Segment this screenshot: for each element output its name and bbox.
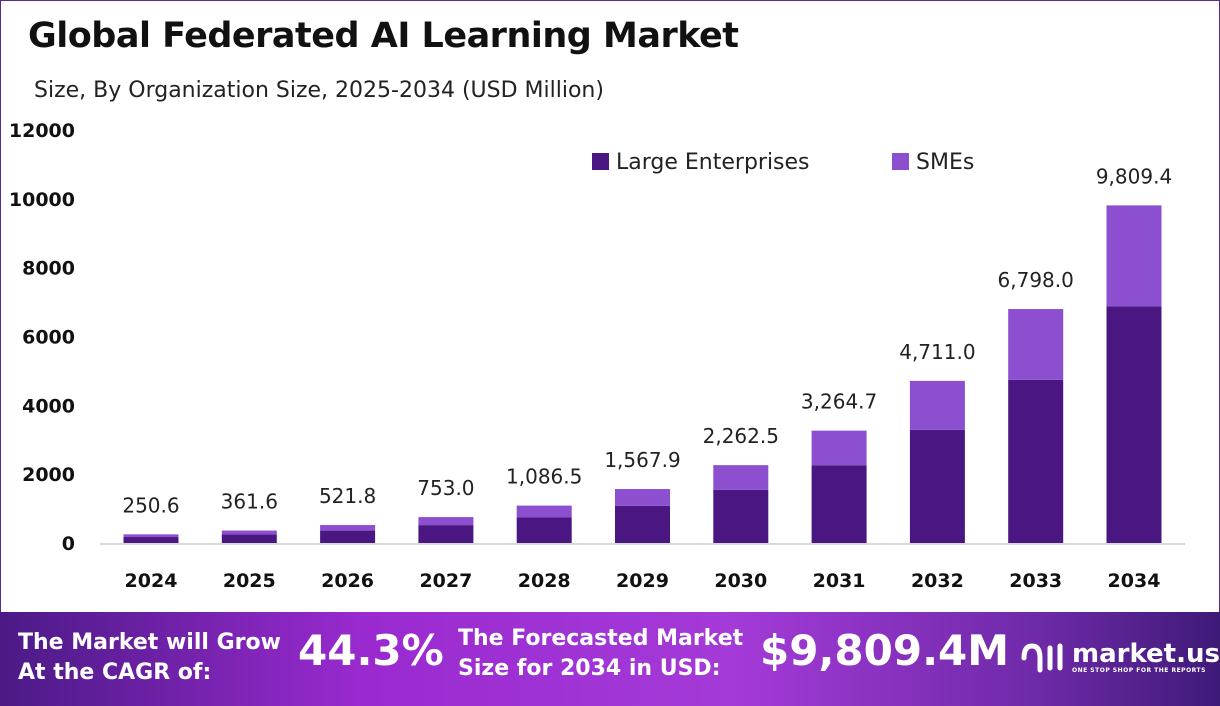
bar-smes-2028 xyxy=(516,505,572,518)
logo-mark-icon xyxy=(1021,643,1063,673)
bar-large-enterprises-2031 xyxy=(811,465,867,543)
chart-title: Global Federated AI Learning Market xyxy=(28,16,739,56)
x-tick-label-2031: 2031 xyxy=(813,570,866,592)
x-tick-label-2034: 2034 xyxy=(1108,570,1161,592)
x-tick-label-2029: 2029 xyxy=(616,570,669,592)
bar-chart: 0 2000 4000 6000 8000 10000 12000 250.6 2024 361.… xyxy=(9,120,1185,592)
forecast-label: The Forecasted Market Size for 2034 in U… xyxy=(458,624,743,684)
data-label-2025: 361.6 xyxy=(221,490,278,514)
x-tick-label-2028: 2028 xyxy=(518,570,571,592)
bar-large-enterprises-2033 xyxy=(1008,379,1064,543)
x-tick-label-2030: 2030 xyxy=(714,570,767,592)
data-label-2033: 6,798.0 xyxy=(998,268,1074,292)
legend-swatch-1 xyxy=(892,153,909,170)
bar-smes-2029 xyxy=(615,489,670,506)
market-us-logo: market.us ONE STOP SHOP FOR THE REPORTS xyxy=(1020,640,1220,674)
data-label-2029: 1,567.9 xyxy=(604,448,680,472)
x-tick-label-2026: 2026 xyxy=(321,570,374,592)
bar-smes-2024 xyxy=(123,534,179,538)
bar-large-enterprises-2027 xyxy=(418,525,474,543)
bar-large-enterprises-2026 xyxy=(320,530,376,543)
logo-tagline: ONE STOP SHOP FOR THE REPORTS xyxy=(1072,666,1206,674)
y-tick-label: 6000 xyxy=(22,327,75,349)
bar-smes-2033 xyxy=(1008,309,1064,380)
bar-large-enterprises-2024 xyxy=(123,537,179,543)
y-tick-label: 4000 xyxy=(22,395,75,417)
x-tick-label-2027: 2027 xyxy=(419,570,472,592)
x-tick-label-2032: 2032 xyxy=(911,570,964,592)
legend-swatch-0 xyxy=(592,153,609,170)
data-label-2032: 4,711.0 xyxy=(899,340,975,364)
data-label-2027: 753.0 xyxy=(417,476,474,500)
bar-smes-2034 xyxy=(1106,205,1162,307)
cagr-label-line2: At the CAGR of: xyxy=(18,660,212,685)
data-label-2024: 250.6 xyxy=(122,493,179,517)
legend-label-1: SMEs xyxy=(916,150,974,175)
bar-large-enterprises-2032 xyxy=(909,429,965,543)
bar-large-enterprises-2029 xyxy=(615,505,670,543)
x-tick-label-2025: 2025 xyxy=(223,570,276,592)
data-label-2031: 3,264.7 xyxy=(801,390,877,414)
x-tick-label-2033: 2033 xyxy=(1009,570,1062,592)
bar-smes-2027 xyxy=(418,517,474,526)
bar-smes-2032 xyxy=(909,380,965,430)
y-tick-label: 10000 xyxy=(9,189,75,211)
bar-smes-2030 xyxy=(713,465,769,490)
y-tick-label: 8000 xyxy=(22,258,75,280)
footer-banner: The Market will Grow At the CAGR of: 44.… xyxy=(0,612,1220,706)
data-label-2026: 521.8 xyxy=(319,484,376,508)
bar-smes-2026 xyxy=(320,525,376,531)
bar-smes-2025 xyxy=(221,530,277,535)
forecast-value: $9,809.4M xyxy=(760,626,1010,675)
cagr-label: The Market will Grow At the CAGR of: xyxy=(18,628,281,688)
bar-large-enterprises-2034 xyxy=(1106,306,1162,543)
y-tick-label: 2000 xyxy=(22,464,75,486)
y-tick-label: 0 xyxy=(62,533,75,555)
y-tick-label: 12000 xyxy=(9,120,75,142)
legend-label-0: Large Enterprises xyxy=(616,150,810,175)
forecast-label-line2: Size for 2034 in USD: xyxy=(458,656,721,681)
bar-large-enterprises-2030 xyxy=(713,489,769,543)
cagr-value: 44.3% xyxy=(298,626,444,675)
x-tick-label-2024: 2024 xyxy=(125,570,178,592)
data-label-2030: 2,262.5 xyxy=(703,424,779,448)
logo-text: market.us xyxy=(1072,638,1220,669)
forecast-label-line1: The Forecasted Market xyxy=(458,626,744,651)
bar-smes-2031 xyxy=(811,430,867,466)
cagr-label-line1: The Market will Grow xyxy=(18,630,281,655)
chart-subtitle: Size, By Organization Size, 2025-2034 (U… xyxy=(34,78,604,103)
data-label-2034: 9,809.4 xyxy=(1096,164,1172,188)
bar-large-enterprises-2025 xyxy=(221,534,277,543)
data-label-2028: 1,086.5 xyxy=(506,465,582,489)
bar-large-enterprises-2028 xyxy=(516,517,572,543)
